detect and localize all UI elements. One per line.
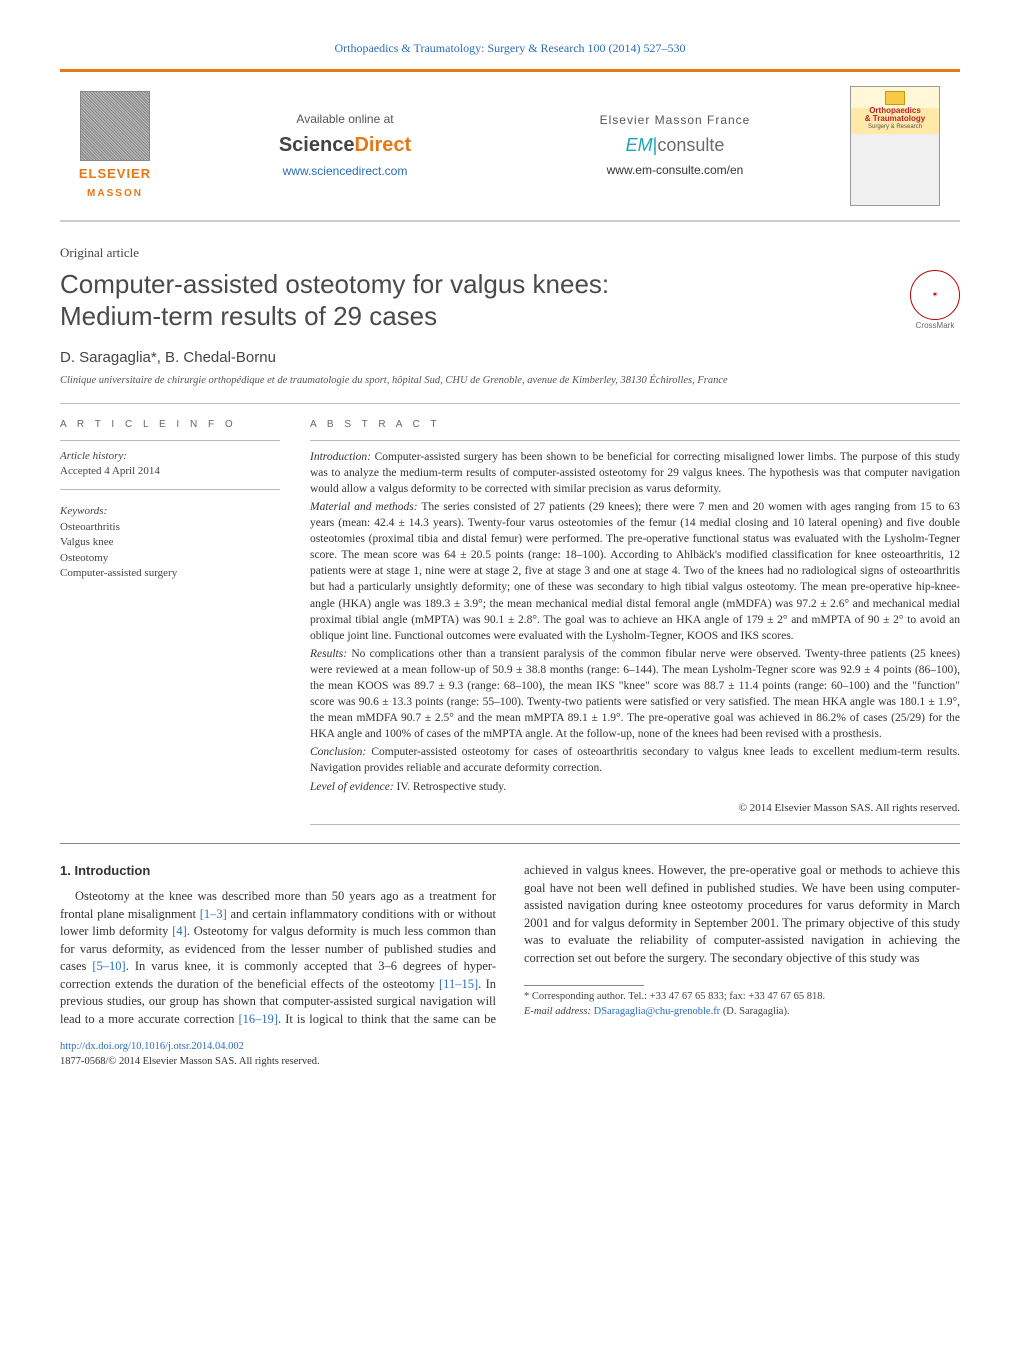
issn-copyright: 1877-0568/© 2014 Elsevier Masson SAS. Al… [60, 1056, 320, 1067]
abstract-label: a b s t r a c t [310, 418, 960, 432]
abstract-copyright: © 2014 Elsevier Masson SAS. All rights r… [310, 801, 960, 816]
article-title: Computer-assisted osteotomy for valgus k… [60, 268, 890, 333]
article-body: 1. Introduction Osteotomy at the knee wa… [60, 862, 960, 1028]
accepted-date: Accepted 4 April 2014 [60, 464, 280, 479]
history-head: Article history: [60, 449, 280, 464]
emconsulte-block: Elsevier Masson France EM|consulte www.e… [520, 112, 830, 179]
keywords-list: Osteoarthritis Valgus knee Osteotomy Com… [60, 520, 280, 582]
email-link[interactable]: DSaragaglia@chu-grenoble.fr [594, 1006, 721, 1017]
article-info: a r t i c l e i n f o Article history: A… [60, 418, 280, 825]
abstract: a b s t r a c t Introduction: Computer-a… [310, 418, 960, 825]
sciencedirect-post: Direct [354, 134, 411, 156]
affiliation: Clinique universitaire de chirurgie orth… [60, 374, 960, 389]
res-lead: Results: [310, 648, 347, 660]
elsevier-logo: ELSEVIER MASSON [60, 91, 170, 201]
abstract-intro: Introduction: Computer-assisted surgery … [310, 449, 960, 497]
cover-title-3: Surgery & Research [868, 123, 922, 131]
elsevier-tree-icon [80, 91, 150, 161]
sciencedirect-link[interactable]: www.sciencedirect.com [283, 164, 408, 178]
email-label: E-mail address: [524, 1006, 591, 1017]
abstract-loe: Level of evidence: IV. Retrospective stu… [310, 779, 960, 795]
article-type: Original article [60, 244, 960, 262]
doi-link[interactable]: http://dx.doi.org/10.1016/j.otsr.2014.04… [60, 1041, 244, 1052]
doi-footer: http://dx.doi.org/10.1016/j.otsr.2014.04… [60, 1040, 960, 1069]
author-list: D. Saragaglia*, B. Chedal-Bornu [60, 349, 276, 366]
conc-lead: Conclusion: [310, 746, 366, 758]
sciencedirect-brand: ScienceDirect [190, 131, 500, 159]
masson-label: MASSON [87, 187, 143, 201]
keywords-head: Keywords: [60, 504, 280, 519]
abstract-conclusion: Conclusion: Computer-assisted osteotomy … [310, 744, 960, 776]
body-text: . In varus knee, it is commonly accepted [126, 959, 354, 973]
intro-lead: Introduction: [310, 451, 371, 463]
title-line-1: Computer-assisted osteotomy for valgus k… [60, 269, 609, 299]
journal-cover: Orthopaedics & Traumatology Surgery & Re… [850, 86, 940, 206]
rule-above-abstract [60, 403, 960, 404]
keyword: Osteotomy [60, 551, 280, 566]
intro-text: Computer-assisted surgery has been shown… [310, 451, 960, 495]
rule-above-body [60, 843, 960, 844]
loe-text: IV. Retrospective study. [397, 781, 507, 793]
keyword: Osteoarthritis [60, 520, 280, 535]
footnote-rule [524, 985, 644, 986]
cover-title-2: & Traumatology [865, 115, 925, 123]
cover-badge-icon [885, 91, 905, 105]
sciencedirect-block: Available online at ScienceDirect www.sc… [190, 111, 500, 180]
em-pre: EM [626, 135, 653, 155]
citation-link[interactable]: [16–19] [238, 1012, 278, 1026]
loe-lead: Level of evidence: [310, 781, 394, 793]
elsevier-label: ELSEVIER [79, 165, 151, 183]
res-text: No complications other than a transient … [310, 648, 960, 740]
keyword: Valgus knee [60, 535, 280, 550]
article-info-label: a r t i c l e i n f o [60, 418, 280, 432]
corresponding-author: * Corresponding author. Tel.: +33 47 67 … [524, 990, 960, 1005]
citation-link[interactable]: [5–10] [92, 959, 125, 973]
keyword: Computer-assisted surgery [60, 566, 280, 581]
crossmark-icon[interactable]: ✶ [910, 270, 960, 320]
citation-link[interactable]: [11–15] [439, 977, 478, 991]
available-online-label: Available online at [190, 111, 500, 128]
mm-lead: Material and methods: [310, 501, 418, 513]
authors: D. Saragaglia*, B. Chedal-Bornu [60, 347, 960, 368]
mm-text: The series consisted of 27 patients (29 … [310, 501, 960, 642]
section-heading-intro: 1. Introduction [60, 862, 496, 880]
email-tail: (D. Saragaglia). [720, 1006, 789, 1017]
email-line: E-mail address: DSaragaglia@chu-grenoble… [524, 1005, 960, 1020]
conc-text: Computer-assisted osteotomy for cases of… [310, 746, 960, 774]
emconsulte-brand: EM|consulte [520, 133, 830, 158]
abstract-methods: Material and methods: The series consist… [310, 499, 960, 644]
em-post: consulte [657, 135, 724, 155]
journal-reference: Orthopaedics & Traumatology: Surgery & R… [60, 40, 960, 57]
abstract-results: Results: No complications other than a t… [310, 646, 960, 743]
sciencedirect-pre: Science [279, 134, 355, 156]
emf-title: Elsevier Masson France [520, 112, 830, 129]
title-line-2: Medium-term results of 29 cases [60, 301, 437, 331]
publisher-header: ELSEVIER MASSON Available online at Scie… [60, 72, 960, 222]
citation-link[interactable]: [4] [172, 924, 187, 938]
emconsulte-link[interactable]: www.em-consulte.com/en [520, 162, 830, 179]
citation-link[interactable]: [1–3] [200, 907, 227, 921]
